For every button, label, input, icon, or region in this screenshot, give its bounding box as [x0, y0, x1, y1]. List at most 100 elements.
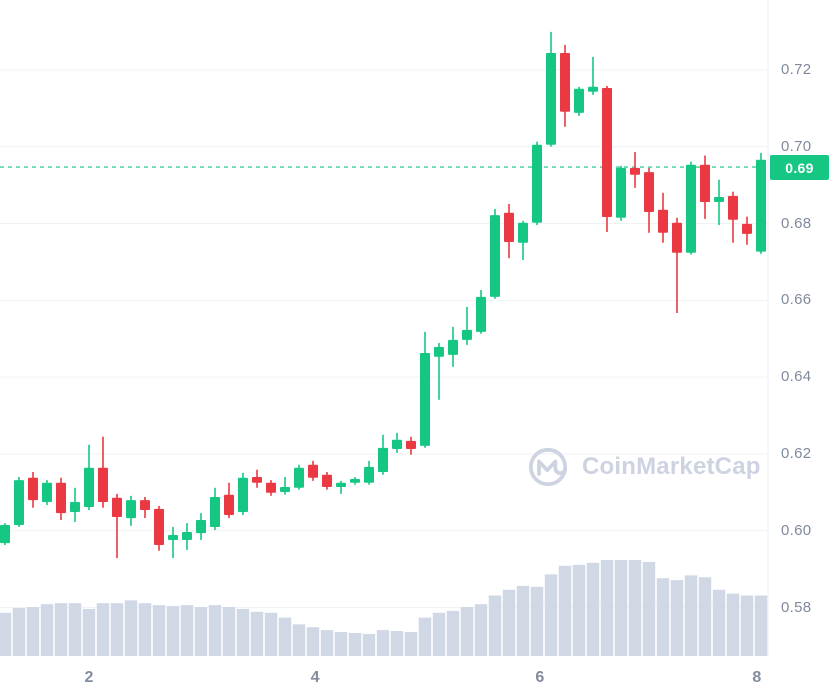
- volume-bar: [642, 561, 656, 656]
- volume-bar: [446, 610, 460, 656]
- candle-up: [546, 53, 556, 145]
- volume-bar: [12, 608, 26, 656]
- candle-down: [252, 477, 262, 483]
- candle-up: [364, 467, 374, 483]
- candle-up: [490, 215, 500, 297]
- candle-down: [700, 164, 710, 203]
- candles: [0, 31, 766, 559]
- candle-up: [532, 144, 542, 223]
- candle-down: [112, 497, 122, 517]
- volume-bar: [684, 575, 698, 656]
- volume-bar: [558, 565, 572, 656]
- volume-bar: [222, 607, 236, 656]
- candle-down: [504, 212, 514, 242]
- volume-bar: [278, 617, 292, 656]
- volume-bar: [628, 560, 642, 656]
- candle-up: [588, 86, 598, 92]
- gridlines: [0, 69, 768, 609]
- volume-bar: [362, 633, 376, 656]
- candle-down: [322, 474, 332, 488]
- candle-up: [126, 500, 136, 519]
- volume-bar: [152, 605, 166, 656]
- candle-up: [294, 467, 304, 488]
- volume-bar: [334, 632, 348, 656]
- candle-up: [378, 447, 388, 473]
- volume-bar: [376, 630, 390, 656]
- volume-bar: [124, 600, 138, 656]
- candle-up: [686, 164, 696, 253]
- x-axis-label: 8: [752, 669, 762, 686]
- candle-up: [420, 352, 430, 446]
- candle-up: [714, 197, 724, 203]
- volume-bar: [264, 612, 278, 656]
- candle-up: [70, 501, 80, 512]
- volume-bar: [600, 560, 614, 656]
- candle-down: [560, 53, 570, 112]
- volume-bar: [96, 603, 110, 656]
- volume-bar: [670, 580, 684, 656]
- candle-up: [238, 477, 248, 512]
- candle-down: [28, 477, 38, 501]
- volume-bar: [180, 605, 194, 656]
- y-axis-label: 0.62: [781, 444, 812, 462]
- volume-bar: [68, 603, 82, 656]
- current-price-badge: 0.69: [770, 155, 829, 181]
- y-axis-label: 0.58: [781, 598, 812, 616]
- candle-up: [574, 88, 584, 113]
- y-axis-label: 0.72: [781, 60, 812, 78]
- candle-up: [210, 496, 220, 527]
- volume-bar: [208, 605, 222, 656]
- candle-up: [434, 346, 444, 357]
- volume-bar: [404, 632, 418, 656]
- watermark: CoinMarketCap: [527, 445, 761, 489]
- volume-bar: [516, 585, 530, 656]
- candle-down: [658, 209, 668, 233]
- y-axis-label: 0.68: [781, 214, 812, 232]
- volume-bar: [54, 603, 68, 656]
- candle-down: [644, 172, 654, 213]
- volume-bar: [698, 577, 712, 656]
- candle-down: [406, 440, 416, 449]
- volume-bar: [474, 604, 488, 656]
- volume-bar: [82, 608, 96, 656]
- volume-bar: [740, 595, 754, 656]
- volume-bar: [488, 595, 502, 656]
- candle-down: [728, 195, 738, 220]
- candle-down: [154, 508, 164, 546]
- x-axis-label: 2: [84, 669, 94, 686]
- candle-up: [448, 339, 458, 355]
- candle-down: [308, 464, 318, 478]
- volume-bar: [0, 612, 12, 656]
- candle-up: [42, 482, 52, 502]
- volume-bar: [194, 607, 208, 656]
- volume-bar: [460, 607, 474, 656]
- volume-bar: [236, 608, 250, 656]
- candle-down: [742, 223, 752, 234]
- candle-up: [518, 222, 528, 243]
- volume-bar: [348, 632, 362, 656]
- candle-up: [392, 439, 402, 449]
- volume-bar: [138, 603, 152, 656]
- candle-up: [14, 480, 24, 526]
- candle-up: [84, 467, 94, 507]
- volume-bar: [432, 612, 446, 656]
- candle-up: [0, 525, 10, 544]
- volume-bar: [418, 617, 432, 656]
- volume-bar: [306, 627, 320, 656]
- volume-bar: [320, 630, 334, 656]
- volume-bar: [390, 631, 404, 656]
- candle-down: [630, 167, 640, 175]
- candle-up: [756, 159, 766, 252]
- candle-down: [98, 467, 108, 502]
- volume-bar: [586, 562, 600, 656]
- volume-bar: [502, 589, 516, 656]
- coinmarketcap-logo-icon: [528, 447, 568, 487]
- volume-bar: [530, 586, 544, 656]
- y-axis-label: 0.66: [781, 291, 812, 309]
- volume-bar: [712, 589, 726, 656]
- candle-up: [196, 520, 206, 534]
- volume-bar: [292, 624, 306, 656]
- volume-bar: [110, 603, 124, 656]
